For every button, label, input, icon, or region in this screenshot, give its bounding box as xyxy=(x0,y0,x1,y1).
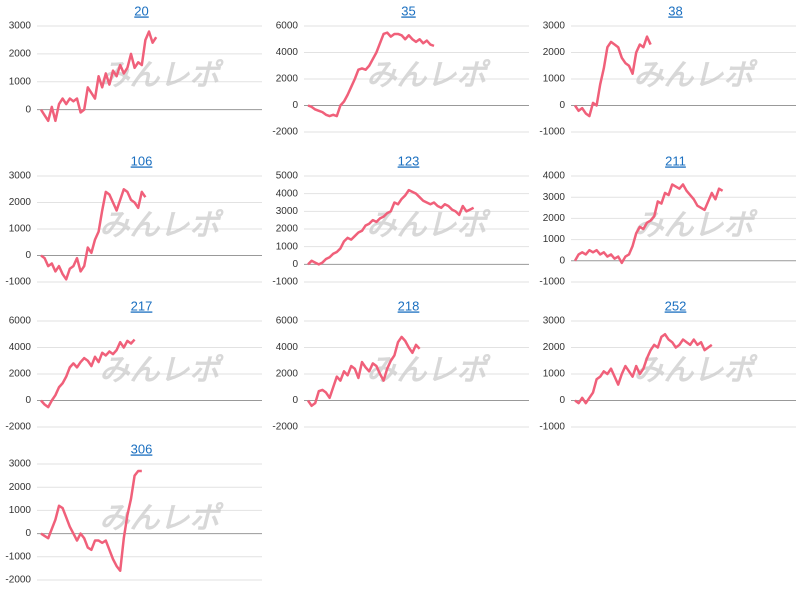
y-tick-label: 3000 xyxy=(543,192,566,203)
watermark: みんレポ xyxy=(634,354,759,387)
y-tick-label: 1000 xyxy=(543,74,566,85)
y-tick-label: -2000 xyxy=(5,575,31,586)
y-tick-label: -2000 xyxy=(5,422,31,433)
y-tick-label: 6000 xyxy=(276,21,299,32)
y-tick-label: -2000 xyxy=(272,127,298,138)
y-tick-label: -1000 xyxy=(5,277,31,288)
chart-title[interactable]: 35 xyxy=(401,3,415,18)
watermark: みんレポ xyxy=(100,502,225,535)
y-tick-label: 1000 xyxy=(543,234,566,245)
y-tick-label: 2000 xyxy=(543,47,566,58)
y-tick-label: 6000 xyxy=(9,316,32,327)
y-tick-label: 5000 xyxy=(276,171,299,182)
y-tick-label: 3000 xyxy=(543,21,566,32)
watermark: みんレポ xyxy=(367,354,492,387)
y-tick-label: -1000 xyxy=(539,422,565,433)
y-tick-label: 3000 xyxy=(9,21,32,32)
y-tick-label: 0 xyxy=(559,255,565,266)
chart-title[interactable]: 38 xyxy=(668,3,682,18)
y-tick-label: 1000 xyxy=(9,224,32,235)
y-tick-label: 4000 xyxy=(9,342,32,353)
watermark: みんレポ xyxy=(100,59,225,92)
data-line xyxy=(573,35,652,118)
y-tick-label: -1000 xyxy=(5,551,31,562)
y-tick-label: 2000 xyxy=(276,74,299,85)
y-tick-label: -1000 xyxy=(539,127,565,138)
data-line xyxy=(40,469,142,572)
watermark: みんレポ xyxy=(367,59,492,92)
y-tick-label: 2000 xyxy=(276,369,299,380)
watermark: みんレポ xyxy=(634,209,759,242)
chart-title[interactable]: 217 xyxy=(131,298,153,313)
y-tick-label: 1000 xyxy=(276,241,299,252)
data-line xyxy=(306,335,421,408)
chart-title[interactable]: 218 xyxy=(398,298,420,313)
y-tick-label: -2000 xyxy=(272,422,298,433)
y-tick-label: 2000 xyxy=(9,482,32,493)
y-tick-label: 0 xyxy=(25,395,31,406)
y-tick-label: 0 xyxy=(292,100,298,111)
y-tick-label: 0 xyxy=(292,395,298,406)
y-tick-label: 3000 xyxy=(9,171,32,182)
chart-title[interactable]: 252 xyxy=(665,298,687,313)
y-tick-label: 4000 xyxy=(276,47,299,58)
watermark: みんレポ xyxy=(100,354,225,387)
data-line xyxy=(574,333,713,405)
watermark: みんレポ xyxy=(634,59,759,92)
y-tick-label: -1000 xyxy=(272,277,298,288)
y-tick-label: 4000 xyxy=(276,342,299,353)
y-tick-label: 2000 xyxy=(543,342,566,353)
y-tick-label: 4000 xyxy=(276,188,299,199)
y-tick-label: 2000 xyxy=(9,197,32,208)
data-line xyxy=(40,338,136,409)
y-tick-label: -1000 xyxy=(539,277,565,288)
chart-title[interactable]: 123 xyxy=(398,153,420,168)
y-tick-label: 0 xyxy=(559,395,565,406)
y-tick-label: 1000 xyxy=(543,369,566,380)
y-tick-label: 1000 xyxy=(9,76,32,87)
y-tick-label: 0 xyxy=(25,250,31,261)
chart-title[interactable]: 106 xyxy=(131,153,153,168)
y-tick-label: 0 xyxy=(25,528,31,539)
y-tick-label: 0 xyxy=(559,100,565,111)
y-tick-label: 0 xyxy=(292,259,298,270)
y-tick-label: 3000 xyxy=(276,206,299,217)
y-tick-label: 3000 xyxy=(9,459,32,470)
data-line xyxy=(573,183,724,265)
data-line xyxy=(307,188,475,266)
y-tick-label: 3000 xyxy=(543,316,566,327)
y-tick-label: 1000 xyxy=(9,505,32,516)
y-tick-label: 2000 xyxy=(9,49,32,60)
data-line xyxy=(307,31,435,118)
chart-title[interactable]: 20 xyxy=(134,3,148,18)
watermark: みんレポ xyxy=(100,209,225,242)
chart-title[interactable]: 211 xyxy=(665,153,686,168)
y-tick-label: 6000 xyxy=(276,316,299,327)
data-line xyxy=(40,188,147,281)
chart-title[interactable]: 306 xyxy=(131,441,153,456)
data-line xyxy=(39,30,158,123)
y-tick-label: 0 xyxy=(25,104,31,115)
y-tick-label: 2000 xyxy=(543,213,566,224)
y-tick-label: 2000 xyxy=(9,369,32,380)
y-tick-label: 4000 xyxy=(543,171,566,182)
y-tick-label: 2000 xyxy=(276,224,299,235)
